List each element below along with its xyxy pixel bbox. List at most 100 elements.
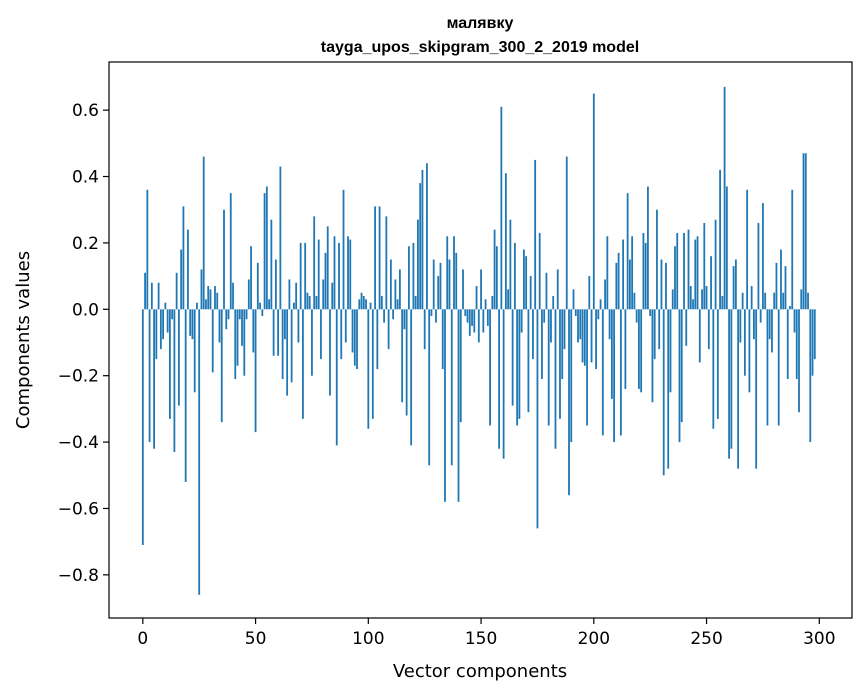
bar [592,93,595,310]
bar [437,276,440,310]
bar [311,309,313,376]
bar [333,236,336,310]
bar [771,309,773,353]
bar [547,309,550,426]
bar [182,206,185,310]
bar [696,236,699,310]
bar [435,309,437,323]
bar [331,282,334,310]
bar [579,309,582,340]
bar [428,309,431,466]
bar [495,246,498,310]
bar [604,279,606,310]
bar [306,292,309,310]
bar [741,292,744,310]
bar [401,309,404,403]
bar [743,309,746,376]
bar [647,186,649,310]
bar [464,309,467,316]
bar [622,239,625,310]
bar [187,229,189,310]
bar [800,289,803,310]
bar [279,166,282,310]
chart-title: малявку [447,15,514,32]
bar [408,246,410,310]
bar [417,219,419,310]
bar [773,292,776,310]
bar [477,309,480,343]
bar [710,256,712,310]
bar [290,309,293,383]
bar [732,266,735,310]
bar [432,259,435,310]
bar [164,302,167,310]
bar [286,309,289,396]
bar [209,289,212,310]
bar [410,309,413,446]
bar [423,309,426,350]
bar [389,259,392,310]
bar [419,183,422,310]
bar [462,269,464,310]
y-tick-label: 0.2 [72,234,99,254]
bar [412,242,415,310]
bar [441,309,444,370]
bar [353,309,356,366]
bar [245,309,248,320]
bar [667,309,670,469]
bar [606,236,609,310]
bar [737,309,740,469]
bar [719,169,721,310]
bar [628,259,631,310]
bar [144,272,146,310]
bar [793,309,796,333]
bar [500,106,503,310]
bar [536,309,539,529]
bar [703,222,706,310]
bar [597,309,600,320]
bar [405,309,408,416]
bar [358,299,361,310]
bar [218,309,221,343]
bar [166,309,169,333]
bar [398,269,401,310]
bar [256,262,259,310]
bar [516,309,519,426]
bar [263,193,266,310]
bar [520,309,523,333]
y-tick-label: 0.0 [72,300,99,320]
bar [498,309,500,449]
bar [804,153,807,310]
bar [146,189,149,310]
bar [665,262,667,310]
plot-frame [108,61,853,619]
y-tick-label: 0.6 [72,101,99,121]
bar [635,309,638,323]
bar [211,309,214,373]
bar [302,309,304,419]
bar [563,309,566,350]
bar [692,299,694,310]
bar [680,309,683,423]
bar [234,309,237,380]
bar [380,296,383,310]
bar [811,309,814,376]
bar [295,282,298,310]
bar [283,309,286,340]
bar [707,309,710,350]
bar [534,159,537,310]
bar [595,309,597,370]
bar [193,309,196,393]
bar [601,309,604,436]
bar [265,186,268,310]
bar [653,309,656,360]
bar [798,309,800,413]
bar [746,189,749,310]
bar [649,309,652,316]
bar [518,309,521,419]
bar [545,272,548,310]
bar [712,309,715,429]
bar [288,279,291,310]
bar [486,309,489,326]
bar [159,309,162,350]
